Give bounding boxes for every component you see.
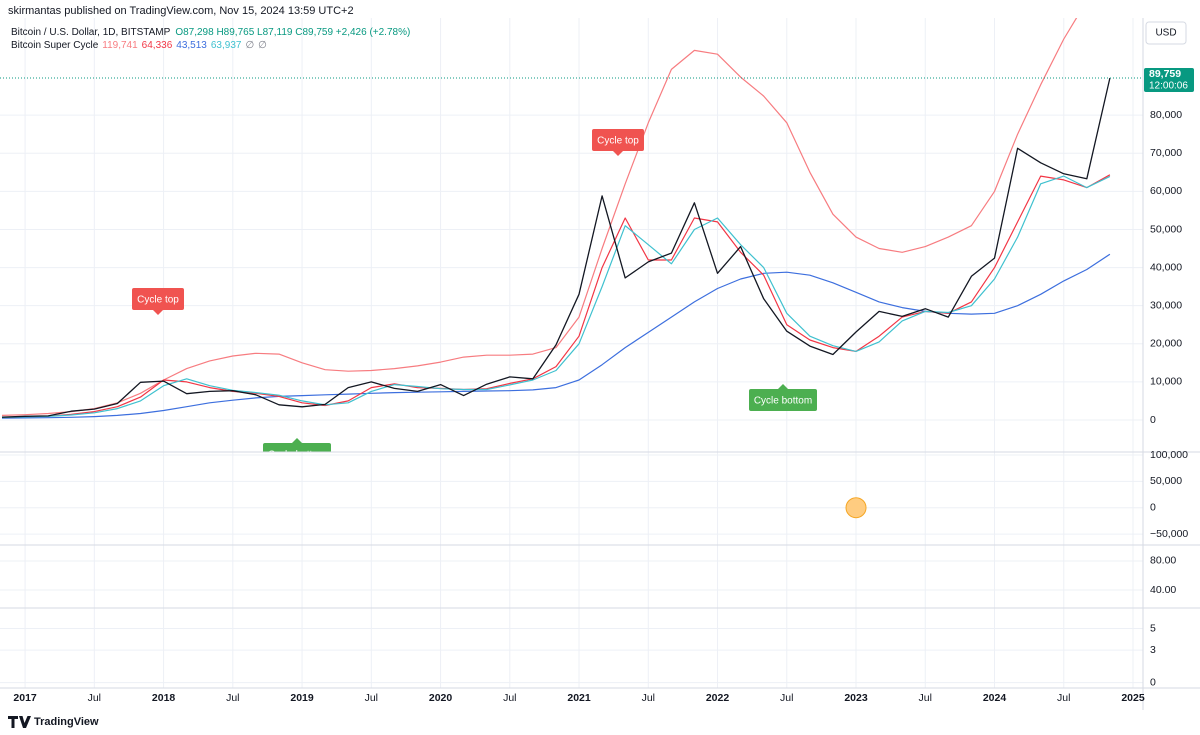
y-tick-label: 5 (1150, 622, 1156, 634)
x-tick-label: 2024 (983, 692, 1007, 704)
indicator-legend: Bitcoin Super Cycle 119,741 64,336 43,513 63… (11, 40, 267, 51)
y-tick-label: 0 (1150, 676, 1156, 688)
annotation-pointer (778, 384, 788, 389)
axes: 2017 Jul 2018 Jul 2019 Jul 2020 Jul 2021 Jul 2022 J… (0, 18, 1200, 710)
logo (8, 716, 31, 728)
y-tick-label: 70,000 (1150, 147, 1182, 159)
y-tick-label: 50,000 (1150, 223, 1182, 235)
annotation-box (749, 389, 817, 411)
y-tick-label: 0 (1150, 501, 1156, 513)
x-tick-label: Jul (88, 692, 101, 704)
annotation-box (592, 129, 644, 151)
symbol-legend: Bitcoin / U.S. Dollar, 1D, BITSTAMP O87,2… (11, 27, 410, 38)
x-tick-label: 2019 (290, 692, 314, 704)
x-tick-label: Jul (503, 692, 516, 704)
x-tick-label: Jul (1057, 692, 1070, 704)
price-line (1, 77, 1111, 418)
symbol: Bitcoin / U.S. Dollar, 1D, BITSTAMP (11, 27, 171, 38)
grid (0, 18, 1143, 688)
y-tick-label: 100,000 (1150, 449, 1188, 461)
sub-panes (845, 497, 867, 519)
y-tick-label: 10,000 (1150, 376, 1182, 388)
y-tick-label: 80,000 (1150, 109, 1182, 121)
annotation: Cycle bottom (749, 384, 817, 411)
y-tick-label: 40.00 (1150, 584, 1176, 596)
signal-marker (845, 497, 867, 519)
x-tick-label: Jul (642, 692, 655, 704)
indicator-value: 64,336 (142, 40, 173, 51)
y-tick-label: 60,000 (1150, 185, 1182, 197)
indicator-value: 43,513 (176, 40, 207, 51)
annotation-pointer (292, 438, 302, 443)
x-tick-label: 2017 (13, 692, 37, 704)
annotation-pointer (613, 151, 623, 156)
indicator-value: 119,741 (102, 40, 138, 51)
x-tick-label: Jul (226, 692, 239, 704)
price-tag-countdown: 12:00:06 (1149, 81, 1188, 92)
footer: TradingView (8, 716, 99, 728)
indicator-value: ∅ (258, 40, 267, 51)
indicator-name: Bitcoin Super Cycle (11, 40, 99, 51)
x-tick-label: 2025 (1121, 692, 1145, 704)
y-tick-label: 50,000 (1150, 475, 1182, 487)
indicator-line (1, 18, 1078, 416)
ohlc: O87,298 H89,765 L87,119 C89,759 +2,426 (… (175, 27, 410, 38)
annotation-text: Cycle top (597, 136, 639, 147)
price-tag-label: 89,759 (1149, 68, 1181, 80)
x-tick-label: Jul (919, 692, 932, 704)
y-tick-label: 30,000 (1150, 299, 1182, 311)
x-tick-label: 2023 (844, 692, 868, 704)
indicator-value: 63,937 (211, 40, 242, 51)
y-tick-label: 40,000 (1150, 261, 1182, 273)
y-tick-label: 0 (1150, 414, 1156, 426)
x-tick-label: 2022 (706, 692, 730, 704)
indicator-value: ∅ (245, 40, 254, 51)
y-tick-label: 20,000 (1150, 338, 1182, 350)
x-tick-label: 2020 (429, 692, 453, 704)
annotation-box (263, 443, 331, 452)
x-tick-label: 2018 (152, 692, 176, 704)
y-tick-label: −50,000 (1150, 528, 1188, 540)
annotation-text: Cycle top (137, 295, 179, 306)
currency-button[interactable] (1145, 21, 1187, 45)
annotation-text: Cycle bottom (268, 450, 326, 461)
annotation: Cycle top (592, 129, 644, 156)
main-pane: Cycle top Cycle top Cycle bottom Cycle bott… (0, 18, 1143, 461)
x-tick-label: Jul (365, 692, 378, 704)
annotation-text: Cycle bottom (754, 396, 812, 407)
annotation: Cycle top (132, 288, 184, 315)
annotation-pointer (153, 310, 163, 315)
footer-brand: TradingView (34, 716, 99, 728)
currency[interactable]: USD (1155, 28, 1176, 39)
publisher: skirmantas published on TradingView.com,… (8, 5, 354, 17)
indicator-line (1, 175, 1111, 419)
y-tick-label: 3 (1150, 644, 1156, 656)
annotation-box (132, 288, 184, 310)
annotation: Cycle bottom (263, 438, 331, 461)
price-tag (1144, 67, 1194, 92)
x-tick-label: Jul (780, 692, 793, 704)
y-tick-label: 80.00 (1150, 555, 1176, 567)
x-tick-label: 2021 (567, 692, 591, 704)
